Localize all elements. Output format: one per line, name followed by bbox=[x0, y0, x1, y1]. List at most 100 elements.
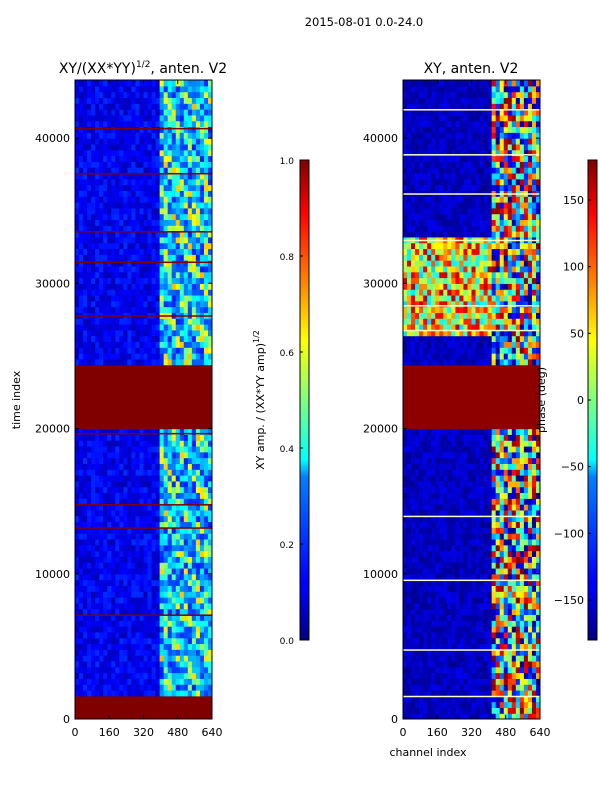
heatmap-cell bbox=[91, 422, 96, 430]
heatmap-cell bbox=[115, 550, 120, 557]
heatmap-cell bbox=[207, 323, 212, 331]
heatmap-cell bbox=[183, 387, 189, 395]
heatmap-cell bbox=[411, 660, 416, 668]
heatmap-cell bbox=[431, 701, 436, 708]
heatmap-cell bbox=[203, 672, 209, 679]
heatmap-cell bbox=[467, 585, 473, 592]
heatmap-cell bbox=[151, 434, 157, 441]
heatmap-cell bbox=[111, 109, 116, 116]
heatmap-cell bbox=[155, 114, 161, 122]
heatmap-cell bbox=[175, 231, 181, 238]
heatmap-cell bbox=[175, 573, 181, 581]
heatmap-cell bbox=[487, 608, 493, 616]
heatmap-cell bbox=[199, 695, 205, 703]
heatmap-cell bbox=[195, 120, 201, 128]
heatmap-cell bbox=[403, 684, 408, 691]
heatmap-cell bbox=[423, 614, 428, 621]
heatmap-cell bbox=[79, 434, 84, 441]
heatmap-cell bbox=[163, 509, 169, 517]
heatmap-cell bbox=[139, 550, 145, 557]
heatmap-cell bbox=[411, 614, 416, 621]
heatmap-cell bbox=[147, 573, 153, 581]
heatmap-cell bbox=[87, 219, 92, 226]
heatmap-cell bbox=[159, 533, 165, 540]
heatmap-cell bbox=[91, 573, 96, 581]
heatmap-cell bbox=[439, 573, 444, 581]
heatmap-cell bbox=[139, 422, 145, 430]
heatmap-cell bbox=[123, 602, 128, 610]
heatmap-cell bbox=[139, 666, 145, 674]
heatmap-cell bbox=[123, 161, 128, 168]
heatmap-cell bbox=[103, 451, 108, 459]
heatmap-cell bbox=[471, 695, 477, 703]
heatmap-cell bbox=[111, 649, 116, 656]
heatmap-cell bbox=[499, 602, 505, 610]
heatmap-cell bbox=[207, 196, 212, 203]
heatmap-cell bbox=[535, 556, 540, 563]
heatmap-cell bbox=[139, 475, 145, 482]
heatmap-cell bbox=[199, 579, 205, 586]
heatmap-cell bbox=[167, 475, 173, 482]
heatmap-cell bbox=[195, 172, 201, 180]
heatmap-cell bbox=[467, 620, 473, 627]
heatmap-cell bbox=[207, 201, 212, 209]
heatmap-cell bbox=[151, 155, 157, 162]
heatmap-cell bbox=[487, 527, 493, 534]
heatmap-cell bbox=[183, 509, 189, 517]
heatmap-cell bbox=[191, 207, 197, 215]
heatmap-cell bbox=[91, 567, 96, 575]
heatmap-cell bbox=[479, 626, 485, 633]
heatmap-cell bbox=[183, 132, 189, 139]
heatmap-cell bbox=[479, 533, 485, 540]
heatmap-cell bbox=[119, 126, 124, 133]
heatmap-cell bbox=[103, 672, 108, 679]
heatmap-cell bbox=[163, 242, 169, 250]
heatmap-cell bbox=[151, 167, 157, 174]
heatmap-cell bbox=[407, 579, 412, 586]
heatmap-cell bbox=[135, 358, 141, 366]
heatmap-cell bbox=[111, 161, 116, 168]
heatmap-cell bbox=[75, 457, 80, 464]
heatmap-cell bbox=[183, 713, 189, 719]
heatmap-cell bbox=[111, 376, 116, 383]
heatmap-cell bbox=[503, 701, 509, 708]
heatmap-cell bbox=[507, 527, 513, 534]
heatmap-cell bbox=[143, 387, 149, 395]
heatmap-cell bbox=[471, 556, 477, 563]
heatmap-cell bbox=[483, 608, 489, 616]
heatmap-cell bbox=[99, 533, 104, 540]
heatmap-cell bbox=[407, 533, 412, 540]
heatmap-cell bbox=[199, 643, 205, 650]
heatmap-cell bbox=[423, 643, 428, 650]
heatmap-cell bbox=[99, 323, 104, 331]
heatmap-cell bbox=[159, 335, 165, 343]
heatmap-cell bbox=[107, 155, 112, 162]
heatmap-cell bbox=[139, 225, 145, 232]
heatmap-cell bbox=[423, 626, 428, 633]
heatmap-cell bbox=[143, 527, 149, 534]
heatmap-cell bbox=[167, 190, 173, 197]
heatmap-cell bbox=[183, 358, 189, 366]
heatmap-cell bbox=[139, 109, 145, 116]
heatmap-cell bbox=[179, 201, 185, 209]
heatmap-cell bbox=[83, 544, 88, 552]
heatmap-cell bbox=[151, 597, 157, 604]
heatmap-cell bbox=[135, 660, 141, 668]
heatmap-cell bbox=[187, 515, 193, 523]
heatmap-cell bbox=[107, 207, 112, 215]
heatmap-cell bbox=[127, 341, 133, 348]
heatmap-cell bbox=[503, 620, 509, 627]
heatmap-cell bbox=[411, 556, 416, 563]
heatmap-cell bbox=[187, 614, 193, 621]
heatmap-cell bbox=[171, 260, 177, 267]
heatmap-cell bbox=[111, 591, 116, 598]
heatmap-cell bbox=[83, 463, 88, 470]
heatmap-cell bbox=[83, 556, 88, 563]
heatmap-cell bbox=[431, 602, 436, 610]
heatmap-cell bbox=[199, 411, 205, 418]
heatmap-cell bbox=[143, 242, 149, 250]
heatmap-cell bbox=[203, 184, 209, 191]
heatmap-cell bbox=[167, 451, 173, 459]
heatmap-cell bbox=[87, 184, 92, 191]
heatmap-cell bbox=[199, 556, 205, 563]
